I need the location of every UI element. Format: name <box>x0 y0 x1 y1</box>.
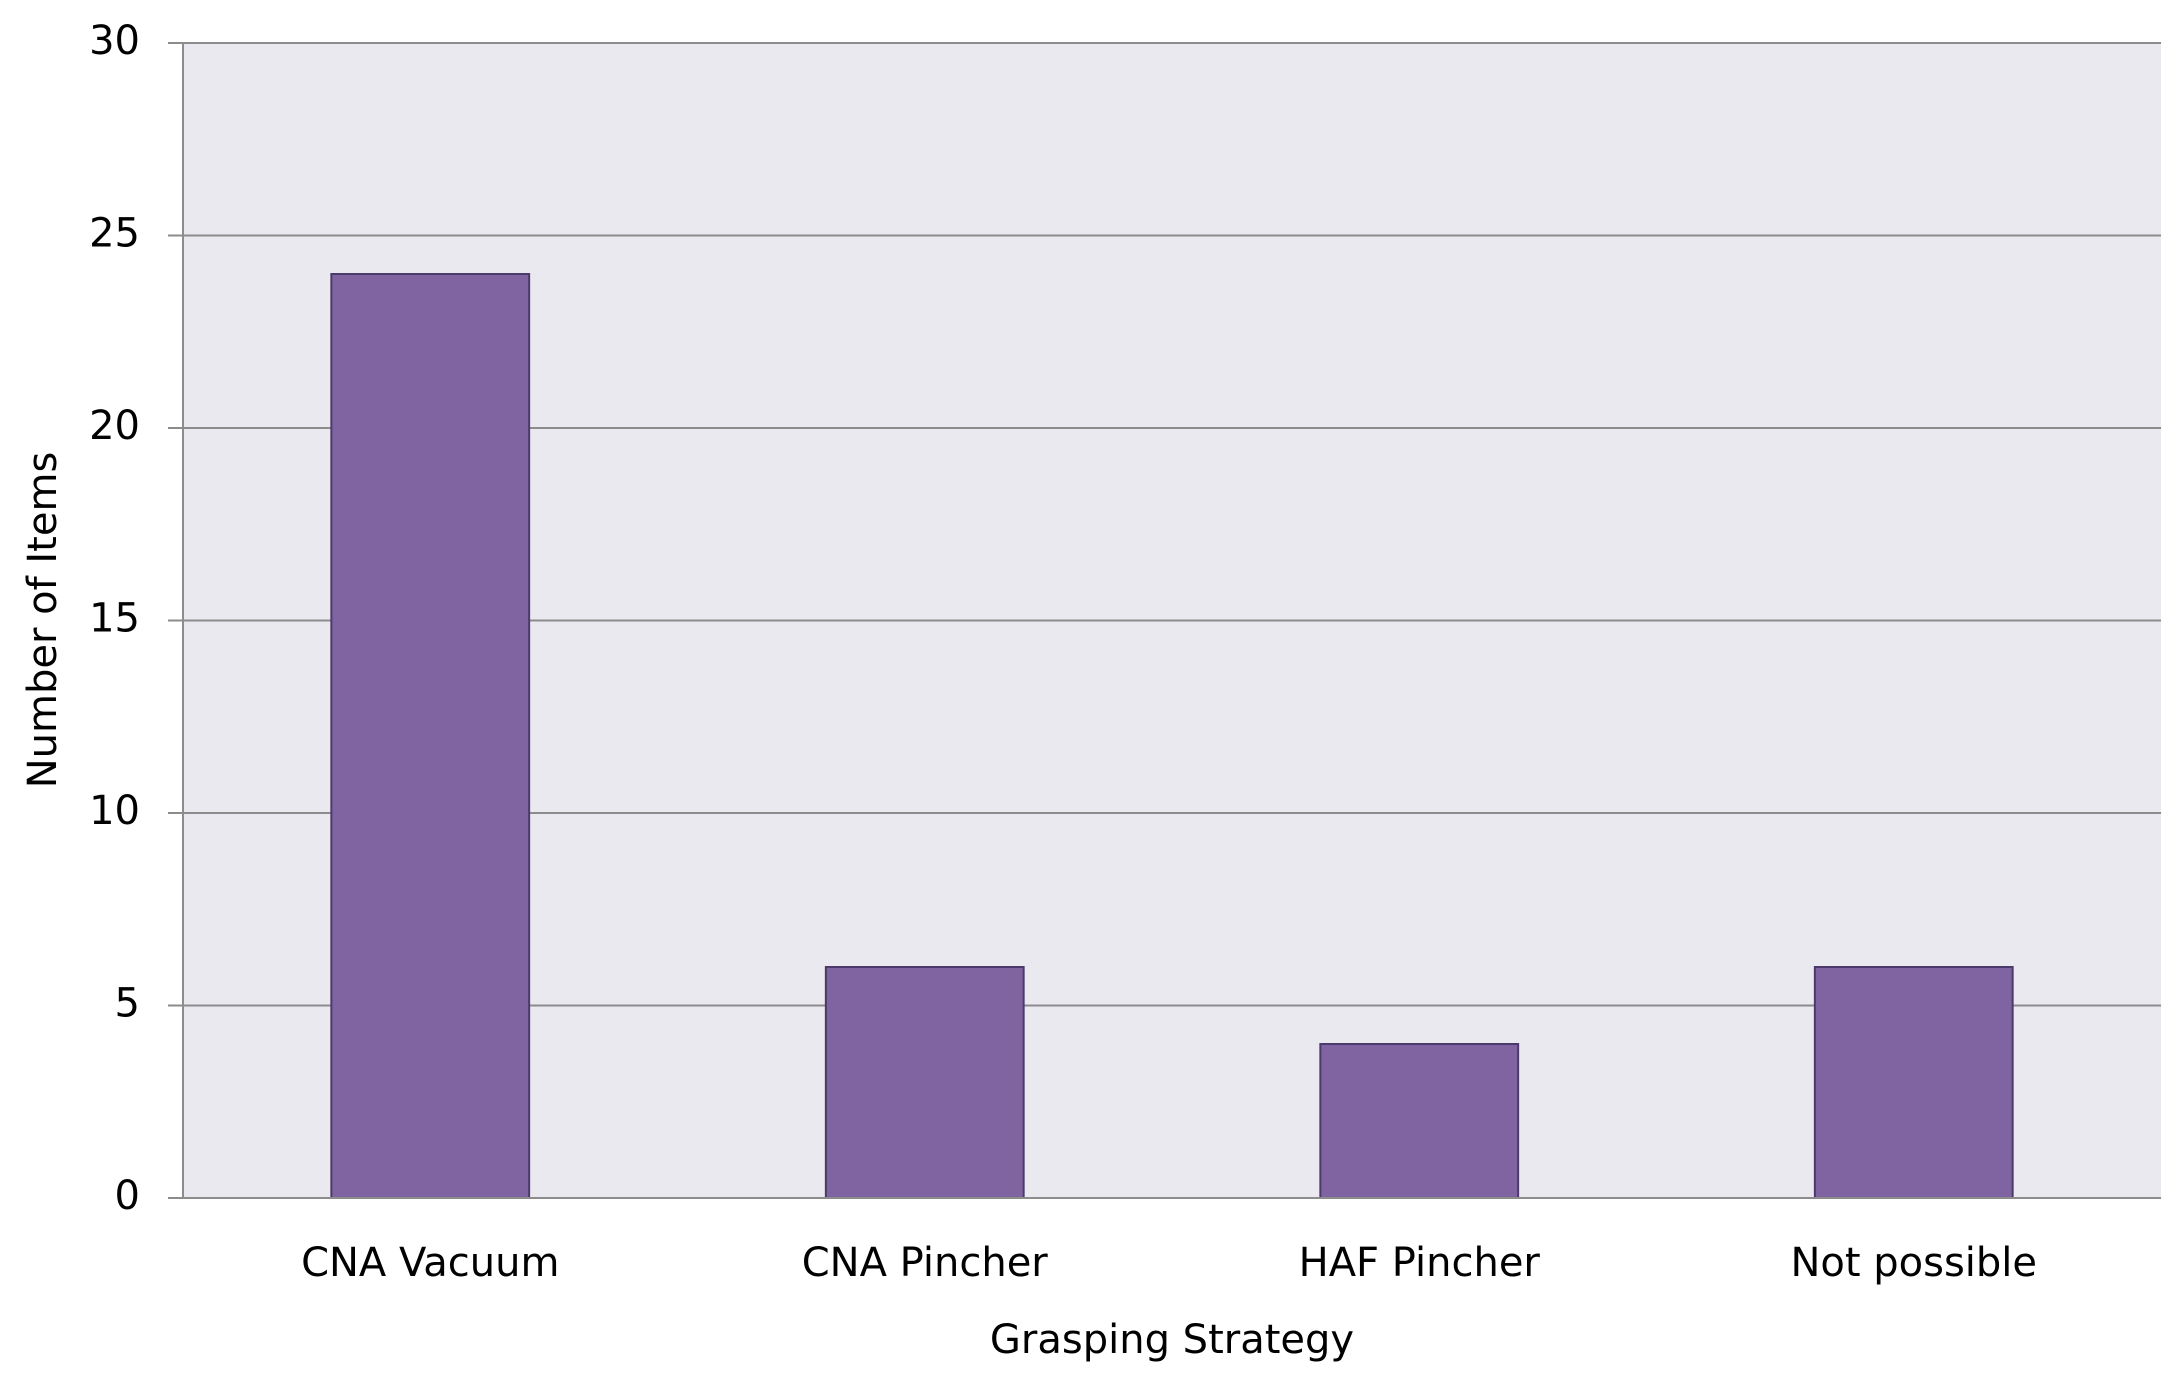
x-tick-label: HAF Pincher <box>1299 1240 1541 1286</box>
x-tick-label: CNA Vacuum <box>301 1240 559 1286</box>
bar <box>1813 966 2014 1199</box>
y-axis-label: Number of Items <box>20 452 66 789</box>
x-tick-label: Not possible <box>1790 1240 2037 1286</box>
y-tick-label: 5 <box>115 981 140 1027</box>
y-tick-label: 25 <box>89 211 140 257</box>
bar <box>1319 1043 1520 1199</box>
y-tick-label: 10 <box>89 788 140 834</box>
x-tick-label: CNA Pincher <box>802 1240 1049 1286</box>
bar <box>330 273 531 1199</box>
bar <box>824 966 1025 1199</box>
y-tick-label: 0 <box>115 1173 140 1219</box>
x-axis-label: Grasping Strategy <box>990 1317 1354 1363</box>
y-tick-label: 30 <box>89 18 140 64</box>
y-tick-label: 20 <box>89 403 140 449</box>
y-tick-label: 15 <box>89 596 140 642</box>
